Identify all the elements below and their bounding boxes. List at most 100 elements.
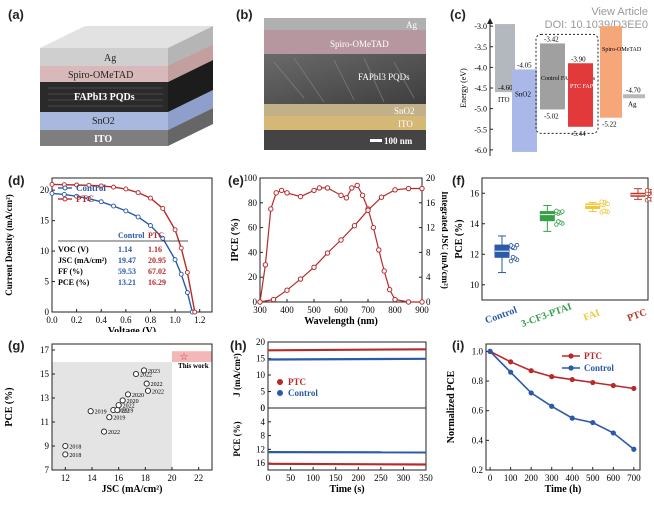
jv-point-control (111, 203, 116, 209)
sem-label-sno2: SnO2 (394, 106, 415, 116)
ipce-point (316, 185, 323, 191)
integrated-jsc-point (338, 237, 344, 243)
energy-tick-label: -5.5 (474, 125, 487, 134)
layer-ag (40, 26, 213, 66)
lit-point-year: 2020 (127, 399, 139, 405)
steady-x-tick-label: 350 (419, 473, 433, 483)
ipce-yl-tick-label: 40 (248, 247, 258, 257)
box-data-point (644, 188, 650, 193)
ipce-point (262, 262, 269, 268)
control-cb-label: -3.42 (544, 35, 559, 43)
stab-y-tick-label: 0.4 (472, 435, 484, 445)
ag-name: Ag (628, 100, 637, 108)
jv-point-ptc (49, 181, 55, 187)
lit-x-tick-label: 16 (114, 473, 124, 483)
plot-frame (481, 177, 649, 301)
pce-box-y-tick-label: 16 (470, 188, 480, 198)
jv-legend-label: Control (76, 183, 106, 193)
jv-table-param: VOC (V) (58, 245, 89, 254)
jv-x-tick-label: 1.2 (194, 315, 205, 325)
energy-level-diagram: -3.0 -3.5 -4.0 -4.5 -5.0 -5.5 -6.0 Energy (eV) -… (459, 18, 645, 156)
ipce-point (359, 192, 366, 199)
steady-x-tick-label: 200 (352, 473, 366, 483)
ipce-point (273, 190, 279, 196)
lit-x-tick-label: 18 (141, 473, 151, 483)
jv-x-tick-label: 0.0 (46, 315, 58, 325)
lit-point-year: 2023 (148, 369, 160, 375)
stab-point-control (569, 415, 575, 421)
ipce-ylabel-right: Integrated JSC (mA/cm²) (440, 191, 448, 289)
stab-point-ptc (528, 368, 534, 374)
jv-ylabel: Current Density (mA/cm²) (4, 194, 14, 296)
ipce-ylabel-left: IPCE (%) (230, 218, 241, 261)
energy-tick-label: -5.0 (474, 105, 487, 114)
view-article-link[interactable]: View Article (591, 6, 648, 18)
stab-y-tick-label: 0.8 (472, 376, 484, 386)
jv-table-control-value: 19.47 (118, 256, 136, 265)
ipce-point (405, 299, 412, 305)
stab-point-control (487, 348, 493, 355)
jv-point-control (135, 214, 141, 220)
spiro-name: Spiro-OMeTAD (602, 47, 642, 53)
steady-frame (267, 341, 427, 471)
ipce-yr-tick-label: 4 (426, 272, 431, 282)
lit-point (132, 370, 140, 378)
ipce-point (324, 185, 331, 191)
ipce-x-tick-label: 800 (388, 305, 402, 315)
ipce-x-tick-label: 700 (361, 305, 375, 315)
panel-f-label: (f) (452, 173, 465, 188)
steady-xlabel: Time (s) (329, 484, 364, 495)
plot-frame (51, 177, 213, 313)
lit-point-year: 2019 (113, 416, 125, 422)
energy-tick-label: -3.0 (474, 22, 487, 31)
integrated-jsc-point (270, 296, 277, 303)
stab-point-ptc (610, 382, 616, 389)
lit-point-year: 2022 (140, 373, 152, 379)
layer-label-pqd: FAPbI3 PQDs (74, 92, 135, 103)
steady-line-control (267, 357, 427, 361)
lit-point (106, 414, 113, 421)
lit-point (62, 442, 69, 450)
stab-x-tick-label: 700 (627, 473, 641, 483)
lit-x-tick-label: 20 (168, 473, 178, 483)
jv-legend-marker (62, 196, 68, 202)
steady-pce-y-tick-label: 12 (256, 444, 265, 454)
ipce-x-tick-label: 300 (253, 305, 267, 315)
steady-j-y-tick-label: 15 (256, 354, 266, 364)
sem-label-pqd: FAPbI3 PQDs (358, 72, 410, 82)
jv-point-control (172, 257, 178, 263)
lit-point-year: 2020 (132, 393, 144, 399)
box-data-point (601, 208, 606, 213)
stab-ylabel: Normalized PCE (446, 370, 457, 443)
steady-ylabel-j: J (mA/cm²) (232, 353, 242, 396)
ipce-xlabel: Wavelength (nm) (304, 316, 378, 327)
energy-axis-arrow (487, 18, 493, 24)
jv-table-param: FF (%) (58, 267, 83, 276)
stab-y-tick-label: 1.0 (472, 346, 484, 356)
box-category-label: 3-CF3-PTAI (520, 301, 574, 330)
pce-box-y-tick-label: 10 (470, 280, 480, 290)
steady-legend-marker (277, 390, 283, 396)
steady-pce-y-tick-label: 4 (261, 417, 266, 427)
lit-xlabel: JSC (mA/cm²) (101, 484, 162, 495)
jv-table-param: PCE (%) (58, 278, 90, 287)
jv-table-ptc-value: 16.29 (148, 278, 166, 287)
box-data-point (508, 243, 514, 248)
ito-level-label: -4.60 (498, 84, 513, 92)
steady-state-chart: 0 50 100 150 200 250 300 350051015200481216Time… (232, 337, 433, 495)
sem-label-ag: Ag (406, 20, 417, 30)
lit-point-year: 2018 (69, 445, 81, 451)
scalebar (370, 139, 382, 142)
jv-y-tick-label: 0 (45, 307, 50, 317)
steady-j-y-tick-label: 10 (256, 370, 266, 380)
jv-x-tick-label: 0.2 (71, 315, 82, 325)
stab-xlabel: Time (h) (545, 484, 582, 495)
pqd-group-box (535, 33, 599, 134)
integrated-jsc-point (324, 250, 331, 256)
steady-pce-y-tick-label: 0 (261, 403, 266, 413)
sem-label-ito: ITO (398, 119, 413, 129)
ipce-x-tick-label: 500 (307, 305, 321, 315)
jv-x-tick-label: 1.0 (169, 315, 181, 325)
panel-g-label: (g) (8, 338, 25, 353)
stab-line-control (489, 350, 635, 450)
